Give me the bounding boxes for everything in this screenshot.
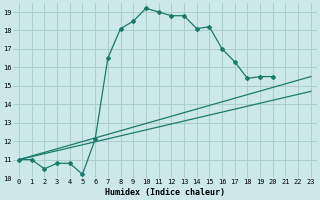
X-axis label: Humidex (Indice chaleur): Humidex (Indice chaleur) [105, 188, 225, 197]
